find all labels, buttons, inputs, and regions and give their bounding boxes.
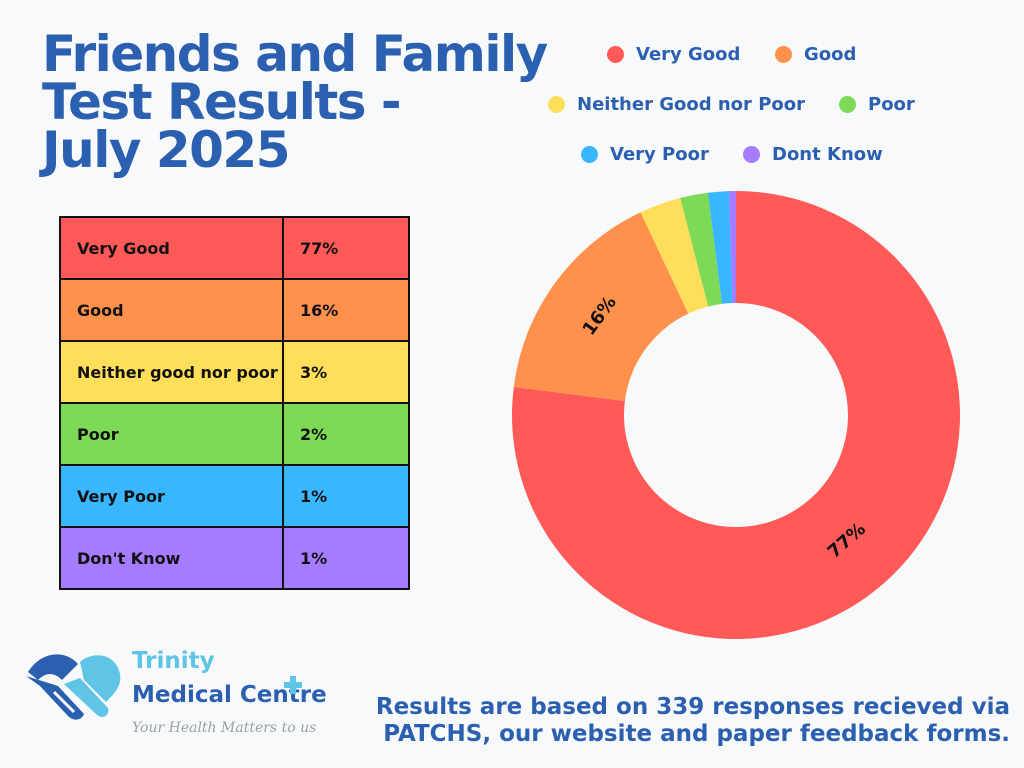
logo-tagline: Your Health Matters to us [132,720,317,736]
table-cell-value: 1% [282,464,410,528]
table-cell-category: Good [59,278,284,342]
plus-cross-icon [284,676,302,694]
page-title: Friends and Family Test Results - July 2… [42,25,548,179]
legend-label: Very Poor [610,144,709,165]
footer-line-1: Results are based on 339 responses recie… [375,694,1010,720]
table-cell-category: Very Good [59,216,284,280]
handshake-icon [26,654,121,720]
donut-slice [513,212,689,401]
legend-swatch [775,46,792,63]
legend-swatch [607,46,624,63]
chart-legend: Very Good Good Neither Good nor Poor Poor Ve… [0,0,1024,180]
title-line-1: Friends and Family [42,25,548,83]
legend-label: Dont Know [772,144,883,165]
legend-item: Good [775,44,856,65]
table-cell-category: Don't Know [59,526,284,590]
table-cell-value: 77% [282,216,410,280]
results-table: Very Good 77% Good 16% Neither good nor poor… [59,216,410,590]
title-line-3: July 2025 [42,121,291,179]
table-row: Neither good nor poor 3% [59,340,410,404]
table-row: Good 16% [59,278,410,342]
legend-label: Neither Good nor Poor [577,94,805,115]
table-row: Poor 2% [59,402,410,466]
table-row: Very Good 77% [59,216,410,280]
table-cell-category: Very Poor [59,464,284,528]
legend-swatch [743,146,760,163]
donut-slice [707,191,733,304]
logo-name-line-1: Trinity [132,648,215,674]
table-cell-value: 2% [282,402,410,466]
donut-slice [512,191,961,639]
legend-label: Poor [868,94,915,115]
table-cell-value: 3% [282,340,410,404]
legend-item: Very Good [607,44,740,65]
title-line-2: Test Results - [42,73,402,131]
donut-slice [640,198,709,314]
footer-line-2: PATCHS, our website and paper feedback f… [383,721,1010,747]
legend-item: Neither Good nor Poor [548,94,805,115]
donut-chart: 77%16% [512,191,961,639]
table-cell-value: 16% [282,278,410,342]
legend-item: Dont Know [743,144,883,165]
practice-logo: Trinity Medical Centre Your Health Matte… [24,646,344,746]
legend-label: Very Good [636,44,741,65]
legend-swatch [839,96,856,113]
table-cell-value: 1% [282,526,410,590]
legend-swatch [548,96,565,113]
table-cell-category: Neither good nor poor [59,340,284,404]
table-row: Don't Know 1% [59,526,410,590]
footer-note: Results are based on 339 responses recie… [350,694,1010,748]
table-cell-category: Poor [59,402,284,466]
legend-item: Poor [839,94,915,115]
table-row: Very Poor 1% [59,464,410,528]
legend-label: Good [804,44,857,65]
donut-slice [728,191,736,304]
donut-slice [680,192,722,307]
legend-swatch [581,146,598,163]
legend-item: Very Poor [581,144,709,165]
